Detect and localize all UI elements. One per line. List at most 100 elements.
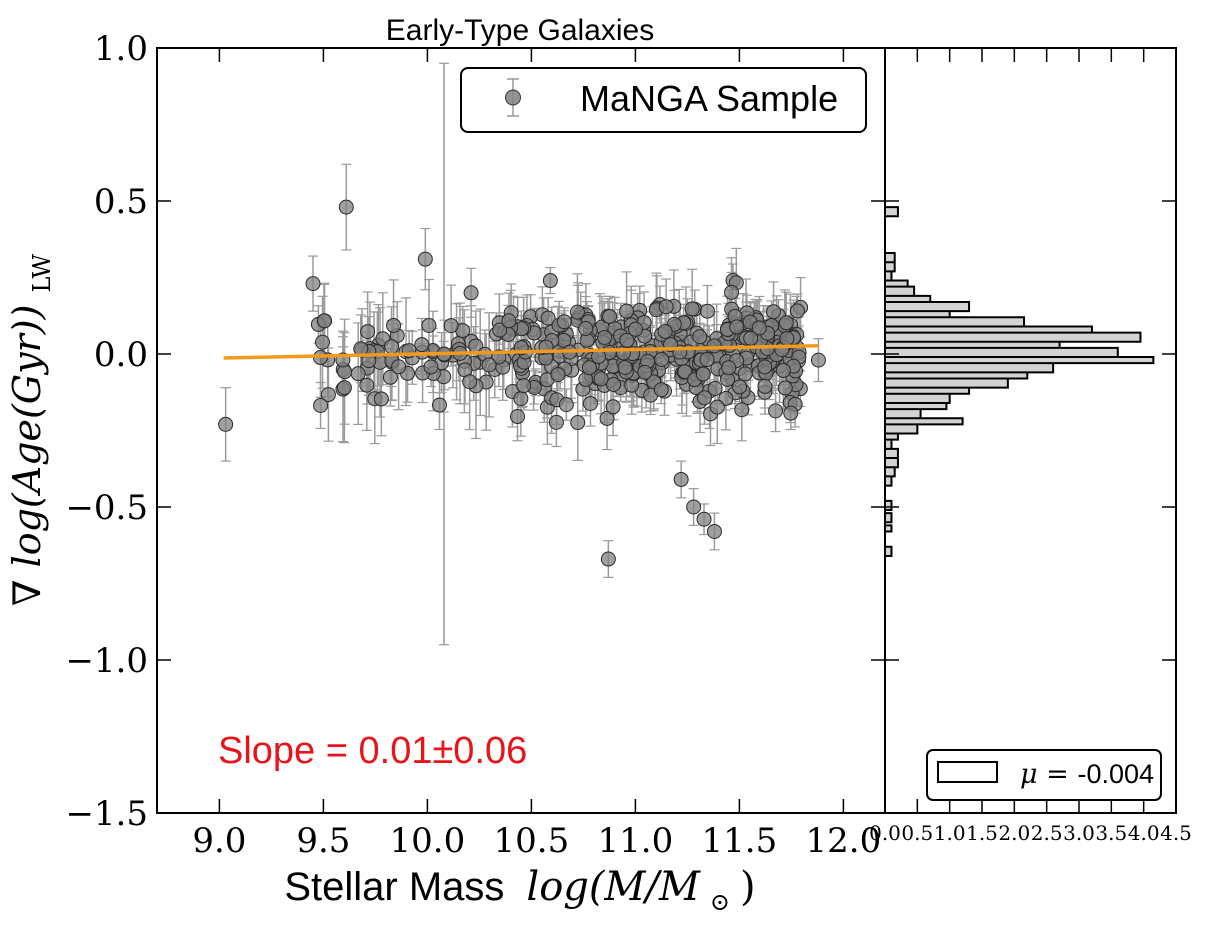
data-point (570, 415, 586, 431)
data-point (783, 405, 799, 421)
legend-box (460, 67, 867, 133)
y-tick-labels: 1.0 0.5 0.0 −0.5 −1.0 −1.5 (65, 29, 148, 834)
data-point (724, 284, 740, 300)
data-point (684, 301, 700, 317)
y-tick-label: 1.0 (94, 29, 148, 69)
histogram-x-tick-label: 0.5 (901, 821, 933, 845)
data-point (768, 403, 784, 419)
data-point (653, 382, 669, 398)
data-point (737, 366, 753, 382)
histogram-x-tick-label: 3.0 (1063, 821, 1095, 845)
data-point (657, 323, 673, 339)
data-point (810, 352, 826, 368)
y-tick-label: 0.0 (94, 335, 148, 375)
histogram-x-tick-label: 4.5 (1160, 821, 1192, 845)
data-point (462, 374, 478, 390)
slope-annotation: Slope = 0.01±0.06 (218, 730, 527, 772)
data-point (696, 511, 712, 527)
data-point (540, 310, 556, 326)
data-point (606, 376, 622, 392)
y-tick-label: 0.5 (94, 182, 148, 222)
data-point (789, 303, 805, 319)
data-point (384, 339, 400, 355)
data-point (391, 359, 407, 375)
data-point (707, 380, 723, 396)
data-point (218, 416, 234, 432)
x-tick-label: 9.5 (296, 821, 350, 861)
data-point (320, 387, 336, 403)
histogram-frame (884, 47, 1177, 814)
data-point (600, 551, 616, 567)
data-point (654, 351, 670, 367)
y-axis-label: ∇ log(Age(Gyr)) LW (5, 254, 56, 606)
data-point (637, 364, 653, 380)
data-point (605, 399, 621, 415)
data-point (627, 321, 643, 337)
data-point (417, 251, 433, 267)
data-point (757, 378, 773, 394)
histogram-x-tick-label: 3.5 (1095, 821, 1127, 845)
data-point (686, 499, 702, 515)
data-point (432, 397, 448, 413)
data-point (751, 320, 767, 336)
histogram-steps (884, 206, 1155, 557)
histogram-x-tick-label: 0.0 (869, 821, 901, 845)
data-point (421, 317, 437, 333)
data-point (492, 322, 508, 338)
data-point (558, 397, 574, 413)
data-point (699, 352, 715, 368)
chart-title: Early-Type Galaxies (386, 14, 654, 47)
data-point (619, 303, 635, 319)
data-point (510, 409, 526, 425)
data-point (569, 304, 585, 320)
data-point (778, 315, 794, 331)
x-tick-label: 12.0 (806, 821, 882, 861)
histogram-legend-swatch (937, 761, 998, 783)
data-point (709, 399, 725, 415)
data-point (516, 378, 532, 394)
histogram-legend-label: μ = -0.004 (1020, 759, 1154, 790)
data-point (305, 276, 321, 292)
data-point (382, 369, 398, 385)
data-point (336, 380, 352, 396)
data-point (315, 334, 331, 350)
data-point (729, 319, 745, 335)
data-point (775, 362, 791, 378)
y-tick-label: −1.5 (65, 794, 148, 834)
data-point (317, 313, 333, 329)
data-point (550, 367, 566, 383)
data-point (513, 391, 529, 407)
histogram-x-tick-label: 1.5 (966, 821, 998, 845)
data-point (338, 199, 354, 215)
legend-marker (505, 89, 521, 106)
data-point (443, 318, 459, 334)
x-tick-labels: 9.0 9.5 10.0 10.5 11.0 11.5 12.0 (192, 821, 881, 861)
data-point (673, 471, 689, 487)
data-point (706, 523, 722, 539)
legend-label: MaNGA Sample (580, 78, 838, 119)
data-point (777, 380, 793, 396)
data-point (692, 329, 708, 345)
data-point (313, 397, 329, 413)
data-point (732, 379, 748, 395)
data-point (597, 329, 613, 345)
histogram-plot-area (885, 48, 1176, 813)
histogram-legend: μ = -0.004 (926, 749, 1162, 801)
data-point (548, 414, 564, 430)
fit-line (223, 343, 819, 360)
data-point (481, 357, 497, 373)
data-point (766, 304, 782, 320)
data-point (734, 402, 750, 418)
scatter-legend: MaNGA Sample (460, 67, 867, 133)
x-tick-label: 9.0 (192, 821, 246, 861)
data-point (743, 330, 759, 346)
x-tick-label: 10.5 (494, 821, 570, 861)
data-point (677, 364, 693, 380)
data-point (779, 331, 795, 347)
data-points (218, 199, 826, 567)
data-point (697, 390, 713, 406)
data-point (386, 317, 402, 333)
scatter-panel: 9.0 9.5 10.0 10.5 11.0 11.5 12.0 1.0 0.5 0.0 −0.5… (5, 29, 886, 916)
histogram-x-tick-label: 2.5 (1031, 821, 1063, 845)
